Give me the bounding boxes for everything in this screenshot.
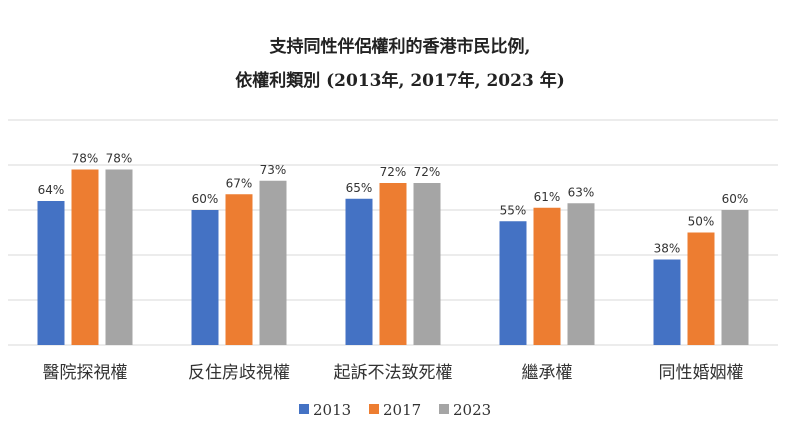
- category-label: 繼承權: [522, 363, 573, 383]
- data-label: 60%: [192, 192, 219, 206]
- bar-2023: [413, 183, 441, 345]
- chart-title: 支持同性伴侶權利的香港市民比例,: [270, 36, 531, 57]
- data-label: 55%: [500, 203, 527, 217]
- data-label: 38%: [654, 242, 681, 256]
- legend-swatch-2013: [299, 404, 309, 414]
- legend: 2013 2017 2023: [299, 401, 491, 419]
- bar-2023: [105, 169, 133, 345]
- bar-2013: [37, 201, 65, 345]
- bar-2023: [259, 180, 287, 345]
- data-label: 64%: [38, 183, 65, 197]
- category-label: 起訴不法致死權: [334, 363, 453, 383]
- bar-2023: [567, 203, 595, 345]
- bar-2017: [379, 183, 407, 345]
- data-label: 50%: [688, 215, 715, 229]
- legend-swatch-2017: [369, 404, 379, 414]
- category-label: 醫院探視權: [43, 363, 128, 383]
- data-label: 61%: [534, 190, 561, 204]
- category-label: 反住房歧視權: [188, 363, 290, 383]
- bar-2013: [499, 221, 527, 345]
- bar-2023: [721, 210, 749, 345]
- data-label: 67%: [226, 176, 253, 190]
- legend-label: 2017: [383, 401, 421, 419]
- bar-2017: [71, 169, 99, 345]
- legend-label: 2013: [313, 401, 351, 419]
- bar-2013: [653, 259, 681, 345]
- data-label: 60%: [722, 192, 749, 206]
- legend-label: 2023: [453, 401, 491, 419]
- plot-area: 64% 78% 78% 60% 67% 73% 65% 72% 72% 55% 61% 63% 38% 5…: [37, 152, 749, 345]
- category-labels: 醫院探視權 反住房歧視權 起訴不法致死權 繼承權 同性婚姻權: [43, 363, 744, 383]
- category-label: 同性婚姻權: [659, 363, 744, 383]
- data-label: 78%: [72, 152, 99, 166]
- data-label: 65%: [346, 181, 373, 195]
- data-label: 63%: [568, 185, 595, 199]
- data-label: 73%: [260, 163, 287, 177]
- data-label: 72%: [414, 165, 441, 179]
- bar-2017: [225, 194, 253, 345]
- chart-subtitle: 依權利類別 (2013年, 2017年, 2023 年): [235, 70, 565, 91]
- data-label: 78%: [106, 152, 133, 166]
- data-label: 72%: [380, 165, 407, 179]
- bar-2017: [687, 232, 715, 345]
- bar-2013: [345, 198, 373, 345]
- legend-swatch-2023: [439, 404, 449, 414]
- bar-2017: [533, 207, 561, 345]
- bar-2013: [191, 210, 219, 345]
